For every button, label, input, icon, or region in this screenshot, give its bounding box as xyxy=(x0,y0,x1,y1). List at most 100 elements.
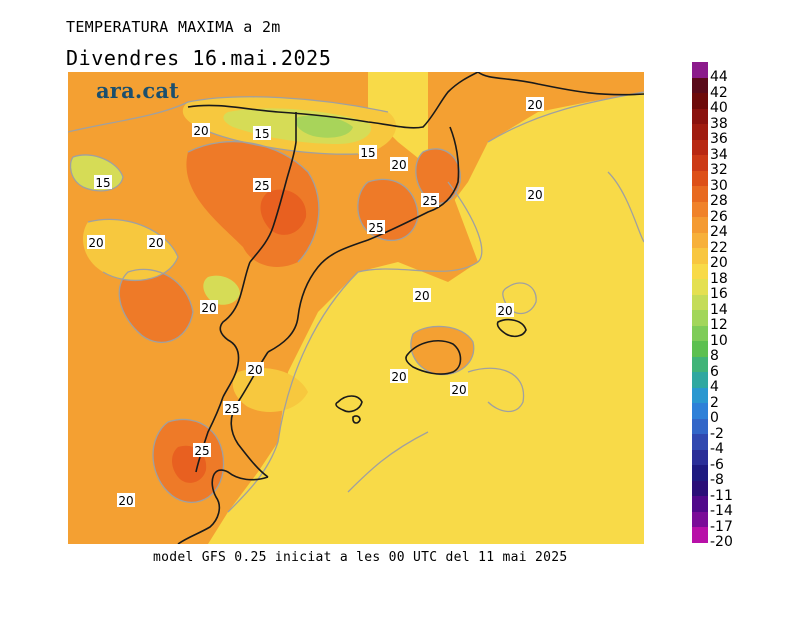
legend-label: 16 xyxy=(710,286,728,302)
legend-label: 6 xyxy=(710,363,719,380)
legend-swatch xyxy=(692,418,708,435)
warm-field-east xyxy=(428,72,644,202)
legend-swatch xyxy=(692,263,708,280)
contour-label: 20 xyxy=(497,304,512,318)
contour-label: 20 xyxy=(527,98,542,112)
legend-swatch xyxy=(692,511,708,528)
legend-label: -6 xyxy=(710,456,724,473)
legend-label: 32 xyxy=(710,162,728,178)
legend-label: 44 xyxy=(710,69,728,85)
color-legend: 44 42 40 38 36 34 32 30 28 26 24 22 20 18 16 14 12 10 8 6 4 2… xyxy=(692,62,800,562)
contour-label: 20 xyxy=(451,383,466,397)
contour-label: 20 xyxy=(88,236,103,250)
legend-swatch xyxy=(692,434,708,450)
legend-label: -8 xyxy=(710,472,724,488)
hot-area-inland xyxy=(119,269,193,343)
legend-swatch xyxy=(692,93,708,109)
legend-swatch xyxy=(692,372,708,388)
legend-label: 40 xyxy=(710,100,728,116)
contour-label: 25 xyxy=(254,179,269,193)
legend-label: -20 xyxy=(710,534,733,550)
legend-swatch xyxy=(692,139,708,156)
legend-swatch xyxy=(692,170,708,187)
legend-label: 18 xyxy=(710,270,728,287)
legend-swatch xyxy=(692,124,708,140)
legend-label: 12 xyxy=(710,317,728,333)
contour-label: 20 xyxy=(527,188,542,202)
contour-label: 20 xyxy=(148,236,163,250)
legend-swatch xyxy=(692,279,708,295)
legend-label: 10 xyxy=(710,332,728,349)
legend-swatch xyxy=(692,186,708,202)
hotter-core xyxy=(260,189,307,235)
legend-label: 22 xyxy=(710,239,728,256)
contour-label: 25 xyxy=(368,221,383,235)
legend-swatch xyxy=(692,155,708,171)
legend-label: 14 xyxy=(710,301,728,318)
legend-swatch xyxy=(692,341,708,357)
model-footer: model GFS 0.25 iniciat a les 00 UTC del … xyxy=(153,550,568,565)
legend-label: 0 xyxy=(710,410,719,426)
coastline xyxy=(177,72,644,544)
contour-label: 20 xyxy=(201,301,216,315)
temperature-map: 20 15 15 15 20 25 20 20 25 20 25 20 20 2… xyxy=(68,72,644,544)
legend-swatch xyxy=(692,480,708,497)
legend-swatch xyxy=(692,201,708,218)
legend-label: 42 xyxy=(710,84,728,101)
map-date: Divendres 16.mai.2025 xyxy=(66,46,332,70)
legend-swatch xyxy=(692,403,708,419)
brand-logo: ara.cat xyxy=(96,78,180,103)
legend-swatch xyxy=(692,527,708,543)
legend-label: -11 xyxy=(710,487,733,504)
legend-label: -4 xyxy=(710,441,724,457)
legend-label: 36 xyxy=(710,131,728,147)
map-svg: 20 15 15 15 20 25 20 20 25 20 25 20 20 2… xyxy=(68,72,644,544)
contour-label: 25 xyxy=(422,194,437,208)
contour-label: 15 xyxy=(254,127,269,141)
legend-label: 34 xyxy=(710,146,728,163)
contour-label: 15 xyxy=(360,146,375,160)
cool-area-west-18 xyxy=(83,219,178,281)
legend-label: 4 xyxy=(710,379,719,395)
legend-swatch xyxy=(692,248,708,264)
legend-label: 8 xyxy=(710,348,719,364)
map-title: TEMPERATURA MAXIMA a 2m xyxy=(66,18,281,36)
legend-label: 24 xyxy=(710,224,728,240)
contour-label: 15 xyxy=(95,176,110,190)
legend-swatch xyxy=(692,449,708,466)
legend-swatch xyxy=(692,108,708,125)
contour-labels: 20 15 15 15 20 25 20 20 25 20 25 20 20 2… xyxy=(87,97,544,508)
hot-area-ne xyxy=(415,148,461,204)
legend-label: 30 xyxy=(710,177,728,194)
legend-label: -2 xyxy=(710,425,724,442)
contour-label: 20 xyxy=(391,158,406,172)
legend-swatch xyxy=(692,217,708,233)
legend-label: 38 xyxy=(710,115,728,132)
legend-label: 26 xyxy=(710,208,728,225)
contour-label: 20 xyxy=(247,363,262,377)
legend-label: -17 xyxy=(710,518,733,535)
contour-label: 20 xyxy=(118,494,133,508)
contour-label: 25 xyxy=(224,402,239,416)
legend-label: 28 xyxy=(710,193,728,209)
legend-label: 20 xyxy=(710,255,728,271)
legend-swatch xyxy=(692,310,708,326)
legend-swatch xyxy=(692,387,708,404)
legend-swatch xyxy=(692,356,708,373)
contour-label: 20 xyxy=(391,370,406,384)
contour-lines xyxy=(68,91,644,513)
cool-area-mid xyxy=(203,275,240,305)
legend-swatch xyxy=(692,77,708,94)
hot-area-pyrenees-south xyxy=(186,141,319,267)
warm-field-balearic xyxy=(410,326,474,375)
legend-swatch xyxy=(692,294,708,311)
legend-swatch xyxy=(692,325,708,342)
legend-swatch xyxy=(692,496,708,512)
legend-swatch xyxy=(692,232,708,249)
cool-area-pyrenees-14 xyxy=(295,115,353,138)
contour-label: 25 xyxy=(194,444,209,458)
legend-swatch xyxy=(692,465,708,481)
contour-label: 20 xyxy=(414,289,429,303)
legend-swatch xyxy=(692,62,708,78)
legend-label: 2 xyxy=(710,394,719,411)
